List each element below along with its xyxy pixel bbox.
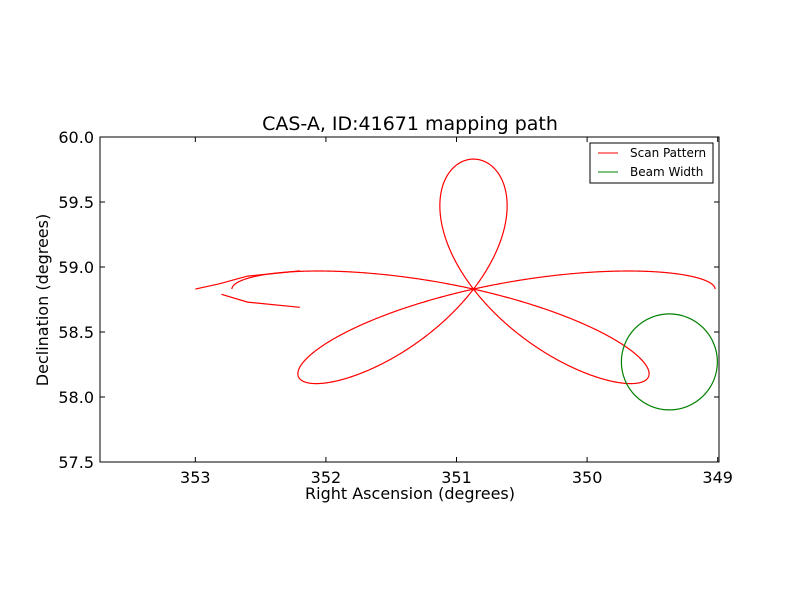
y-tick-label: 60.0: [58, 128, 94, 147]
x-axis-title: Right Ascension (degrees): [305, 484, 515, 503]
scan-pattern-tail-end: [221, 293, 300, 308]
x-tick-label: 350: [572, 468, 603, 487]
chart-title: CAS-A, ID:41671 mapping path: [262, 113, 558, 135]
y-tick-label: 57.5: [58, 453, 94, 472]
plot-area: [195, 158, 718, 411]
y-tick-label: 58.5: [58, 323, 94, 342]
legend-label-scan-pattern: Scan Pattern: [630, 146, 706, 160]
legend-box: [589, 142, 714, 184]
scan-pattern-tail-start: [195, 270, 300, 290]
x-tick-label: 352: [311, 468, 342, 487]
legend-label-beam-width: Beam Width: [630, 165, 703, 179]
y-tick-label: 58.0: [58, 388, 94, 407]
x-tick-label: 351: [441, 468, 472, 487]
y-tick-label: 59.0: [58, 258, 94, 277]
x-tick-label: 353: [180, 468, 211, 487]
y-axis-title: Declination (degrees): [33, 214, 52, 386]
beam-width-circle: [620, 313, 718, 411]
axis-ticks: 353 352 351 350 349 57.5 58.0 58.5 59.0 59.5 60.0: [58, 128, 733, 487]
scan-pattern-line: [231, 158, 716, 385]
plot-frame: [99, 136, 720, 463]
x-tick-label: 349: [702, 468, 733, 487]
legend: Scan Pattern Beam Width: [589, 142, 714, 184]
y-tick-label: 59.5: [58, 193, 94, 212]
